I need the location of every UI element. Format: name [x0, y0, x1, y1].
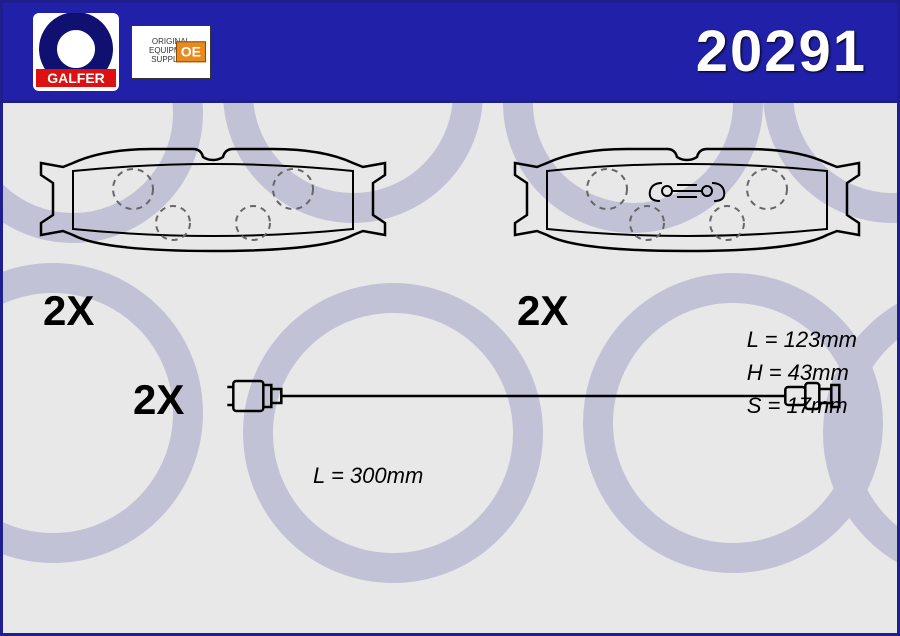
- product-card: GALFER ORIGINAL EQUIPMENT SUPPLIER OE 20…: [0, 0, 900, 636]
- sensor-length: L = 300mm: [313, 463, 423, 489]
- pad-right-qty: 2X: [517, 287, 568, 335]
- pad-left-qty: 2X: [43, 287, 94, 335]
- dim-S: S = 17mm: [747, 389, 857, 422]
- badge-oe: OE: [176, 41, 206, 62]
- pad-left-drawing: [33, 143, 393, 283]
- part-number: 20291: [696, 18, 867, 85]
- diagram-body: 2X: [3, 103, 897, 633]
- brand-logo: GALFER: [33, 13, 119, 91]
- logo-block: GALFER ORIGINAL EQUIPMENT SUPPLIER OE: [33, 13, 211, 91]
- dim-H: H = 43mm: [747, 356, 857, 389]
- sensor-qty: 2X: [133, 376, 184, 424]
- pad-right-block: 2X: [507, 143, 867, 335]
- pad-right-drawing: [507, 143, 867, 283]
- brand-text: GALFER: [47, 70, 105, 86]
- oe-badge: ORIGINAL EQUIPMENT SUPPLIER OE: [131, 25, 211, 79]
- sensor-row: 2X: [33, 365, 867, 435]
- pad-left-block: 2X: [33, 143, 393, 335]
- pads-row: 2X: [33, 143, 867, 335]
- header: GALFER ORIGINAL EQUIPMENT SUPPLIER OE 20…: [3, 3, 897, 103]
- dim-L: L = 123mm: [747, 323, 857, 356]
- dimensions: L = 123mm H = 43mm S = 17mm: [747, 323, 857, 422]
